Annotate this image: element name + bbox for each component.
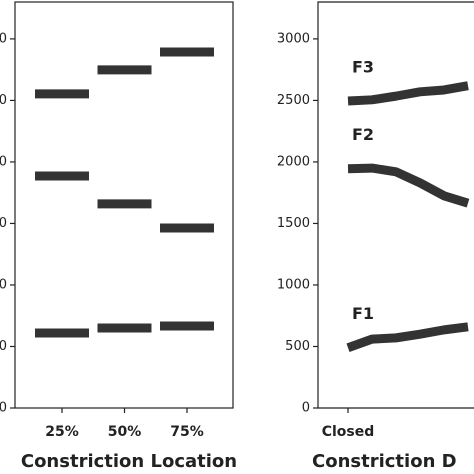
series-label: F1 (352, 304, 374, 323)
formant-line (347, 163, 470, 208)
y-tick-label: 2500 (0, 93, 7, 108)
series-label: F3 (352, 58, 374, 77)
y-tick-label: 2000 (277, 154, 310, 169)
formant-line (346, 322, 469, 352)
y-tick-label: 1000 (277, 277, 310, 292)
y-tick-label: 1000 (0, 277, 7, 292)
y-tick-label: 0 (0, 401, 7, 416)
series-label: F2 (352, 125, 374, 144)
y-tick-label: 3000 (277, 31, 310, 46)
y-tick-label: 500 (285, 339, 310, 354)
right-axes-frame (317, 1, 474, 409)
x-tick-label: Closed (322, 424, 375, 440)
formant-line (347, 81, 469, 106)
x-tick-label: 75% (170, 424, 204, 440)
y-tick-label: 3000 (0, 31, 7, 46)
x-axis-label: Constriction Location (21, 451, 237, 472)
x-tick-label: 25% (45, 424, 79, 440)
y-tick-label: 2500 (277, 93, 310, 108)
y-tick-label: 2000 (0, 154, 7, 169)
y-tick-label: 1500 (0, 216, 7, 231)
y-tick-label: 0 (302, 401, 310, 416)
x-axis-label: Constriction D (312, 451, 457, 472)
y-tick-label: 1500 (277, 216, 310, 231)
y-tick-label: 500 (0, 339, 7, 354)
x-tick-label: 50% (108, 424, 142, 440)
